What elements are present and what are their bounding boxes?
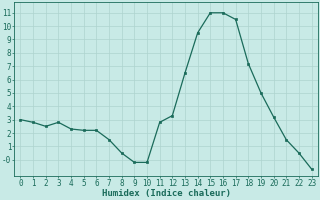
X-axis label: Humidex (Indice chaleur): Humidex (Indice chaleur) xyxy=(101,189,230,198)
